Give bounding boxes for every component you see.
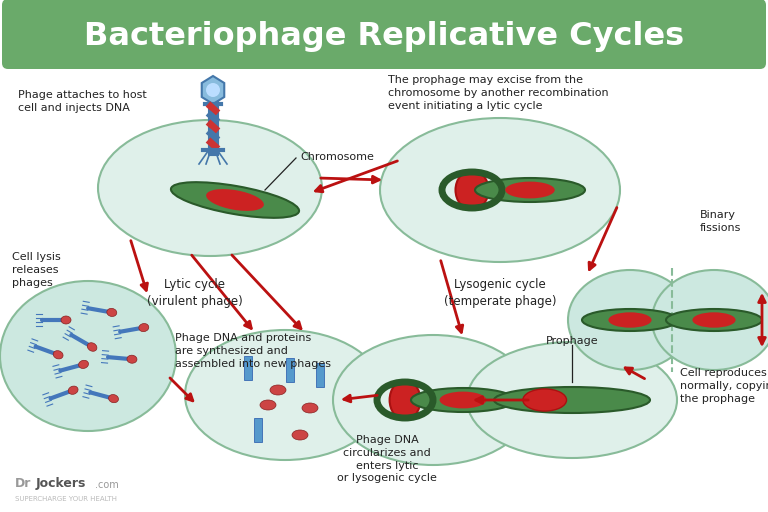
- Ellipse shape: [333, 335, 533, 465]
- Ellipse shape: [302, 403, 318, 413]
- Text: Lytic cycle
(virulent phage): Lytic cycle (virulent phage): [147, 278, 243, 308]
- Text: Prophage: Prophage: [546, 336, 598, 346]
- Text: .com: .com: [95, 480, 119, 490]
- Ellipse shape: [139, 324, 149, 332]
- Ellipse shape: [380, 118, 620, 262]
- Text: Cell reproduces
normally, copying
the prophage: Cell reproduces normally, copying the pr…: [680, 368, 768, 403]
- Ellipse shape: [78, 360, 88, 369]
- Ellipse shape: [455, 170, 488, 210]
- Ellipse shape: [270, 385, 286, 395]
- Ellipse shape: [439, 392, 486, 409]
- Ellipse shape: [292, 430, 308, 440]
- Ellipse shape: [467, 342, 677, 458]
- Text: Phage DNA and proteins
are synthesized and
assembled into new phages: Phage DNA and proteins are synthesized a…: [175, 333, 331, 369]
- Text: Binary
fissions: Binary fissions: [700, 210, 741, 233]
- Polygon shape: [202, 76, 224, 104]
- Ellipse shape: [98, 120, 322, 256]
- Ellipse shape: [185, 330, 385, 460]
- Ellipse shape: [652, 270, 768, 370]
- Bar: [316, 363, 324, 387]
- Text: Dr: Dr: [15, 477, 31, 490]
- Bar: [254, 418, 262, 442]
- Bar: [244, 356, 252, 380]
- Ellipse shape: [582, 309, 678, 331]
- Ellipse shape: [693, 312, 736, 328]
- Ellipse shape: [61, 316, 71, 324]
- Text: Phage attaches to host
cell and injects DNA: Phage attaches to host cell and injects …: [18, 90, 147, 113]
- Ellipse shape: [608, 312, 651, 328]
- Ellipse shape: [666, 309, 762, 331]
- Ellipse shape: [494, 387, 650, 413]
- Ellipse shape: [206, 189, 264, 211]
- Ellipse shape: [127, 355, 137, 363]
- Ellipse shape: [206, 83, 220, 97]
- Text: Cell lysis
releases
phages: Cell lysis releases phages: [12, 252, 61, 288]
- Text: The prophage may excise from the
chromosome by another recombination
event initi: The prophage may excise from the chromos…: [388, 75, 608, 111]
- Ellipse shape: [53, 351, 63, 359]
- Text: Lysogenic cycle
(temperate phage): Lysogenic cycle (temperate phage): [444, 278, 556, 308]
- Ellipse shape: [568, 270, 692, 370]
- Ellipse shape: [68, 386, 78, 394]
- Text: Phage DNA
circularizes and
enters lytic
or lysogenic cycle: Phage DNA circularizes and enters lytic …: [337, 435, 437, 483]
- Ellipse shape: [260, 400, 276, 410]
- Ellipse shape: [475, 178, 585, 202]
- Text: Bacteriophage Replicative Cycles: Bacteriophage Replicative Cycles: [84, 22, 684, 53]
- Ellipse shape: [88, 343, 97, 351]
- FancyBboxPatch shape: [2, 0, 766, 69]
- Ellipse shape: [523, 389, 567, 411]
- Ellipse shape: [107, 308, 117, 316]
- Text: Jockers: Jockers: [36, 477, 86, 490]
- Ellipse shape: [0, 281, 176, 431]
- Ellipse shape: [171, 182, 299, 218]
- Bar: [286, 358, 294, 382]
- Ellipse shape: [411, 388, 515, 412]
- Ellipse shape: [389, 380, 420, 420]
- Ellipse shape: [505, 182, 554, 198]
- Text: Chromosome: Chromosome: [300, 152, 374, 162]
- Text: SUPERCHARGE YOUR HEALTH: SUPERCHARGE YOUR HEALTH: [15, 496, 117, 502]
- Ellipse shape: [108, 395, 118, 403]
